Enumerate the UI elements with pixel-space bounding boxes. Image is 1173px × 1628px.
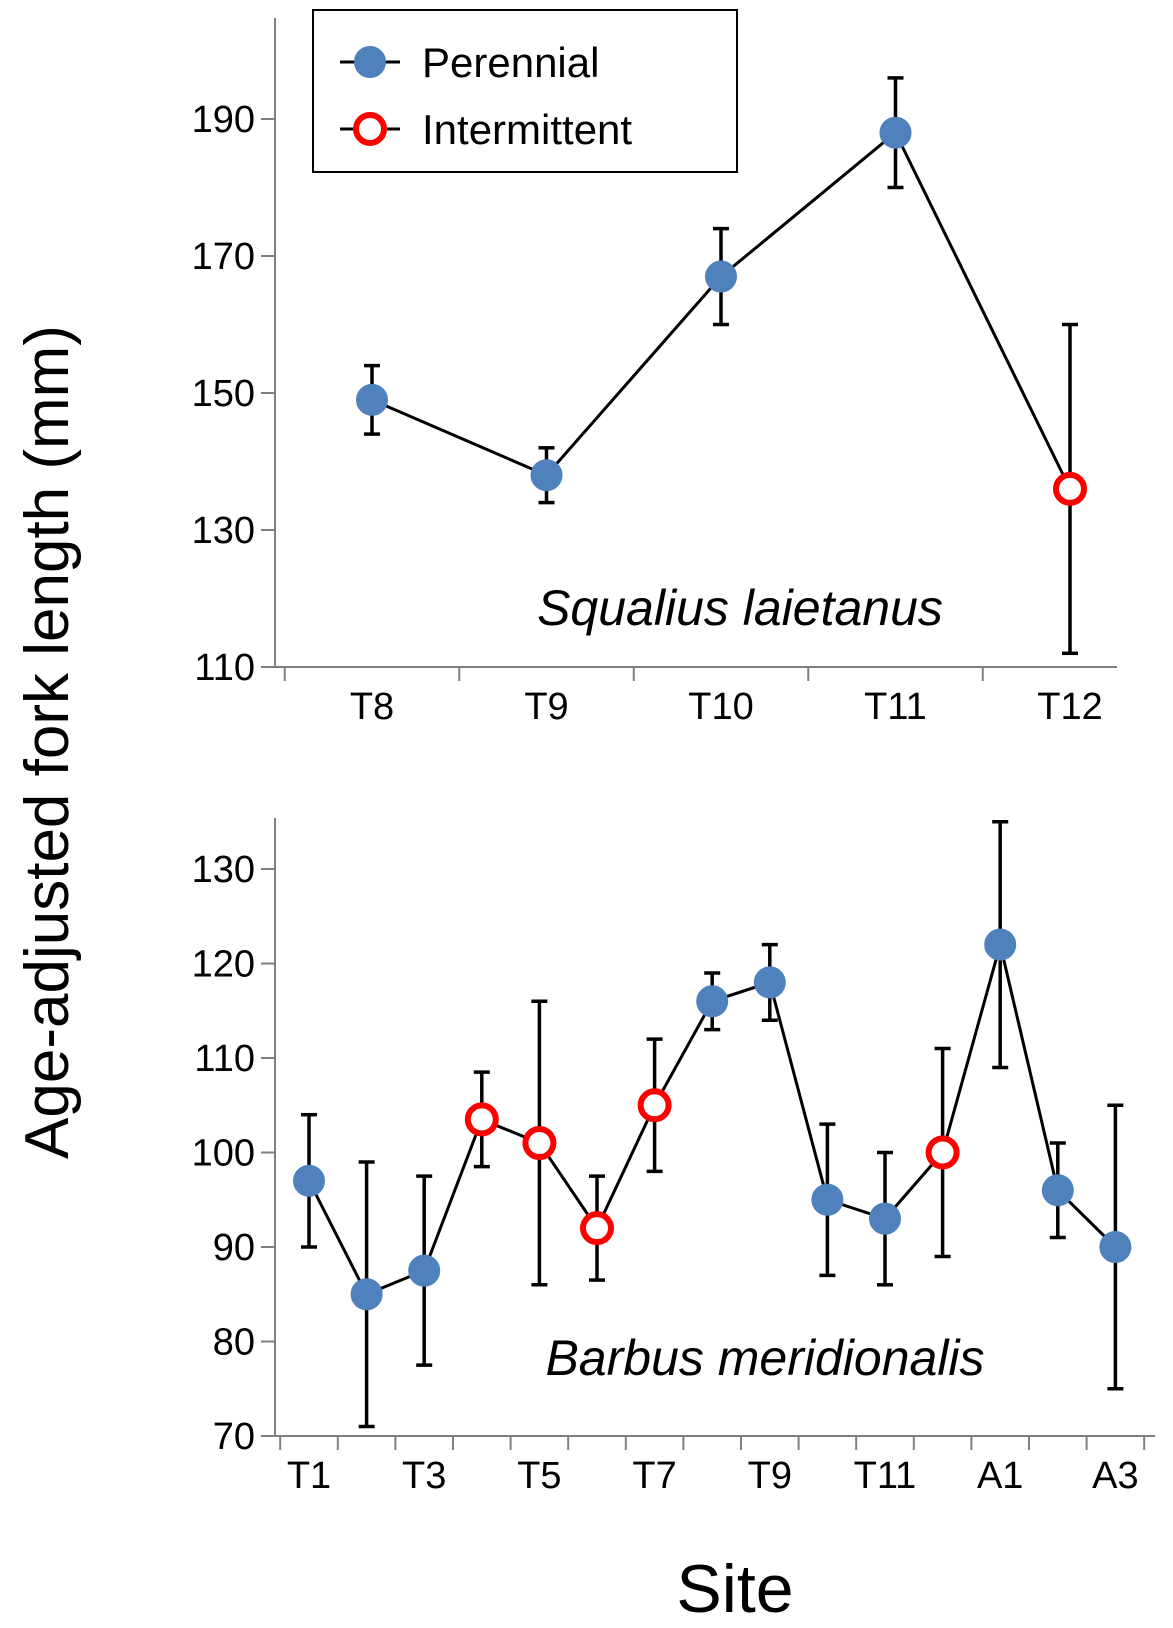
bottom-x-tick-label: T1 [287, 1455, 331, 1497]
bottom-x-tick-label: T3 [402, 1455, 446, 1497]
bottom-point-intermittent [464, 1102, 499, 1137]
top-x-tick-label: T8 [350, 686, 394, 728]
top-point-intermittent [1053, 471, 1087, 506]
top-point-perennial [356, 383, 388, 416]
bottom-x-tick-label: T11 [854, 1455, 917, 1497]
top-point-perennial [705, 260, 737, 293]
legend-label-intermittent: Intermittent [422, 106, 632, 153]
top-y-tick-label: 110 [194, 647, 255, 689]
legend-box [312, 9, 738, 173]
bottom-point-intermittent [925, 1135, 960, 1170]
bottom-y-tick-label: 100 [192, 1133, 255, 1175]
top-point-perennial [879, 116, 912, 149]
bottom-point-perennial [696, 985, 729, 1018]
bottom-x-tick-label: T7 [632, 1455, 676, 1497]
bottom-x-tick-label: T9 [748, 1455, 792, 1497]
bottom-point-perennial [293, 1164, 325, 1197]
legend-label-perennial: Perennial [422, 39, 599, 86]
panel-bottom-barbus: 70 80 90 100 110 120 130 T1 T3 T5 T7 T9 T11 A1 A3 Barbu… [192, 818, 1155, 1497]
top-x-tick-label: T9 [524, 686, 568, 728]
bottom-point-intermittent [580, 1211, 614, 1246]
bottom-point-perennial [1099, 1231, 1132, 1263]
bottom-y-tick-label: 120 [192, 944, 255, 986]
legend-marker-perennial [354, 46, 386, 78]
legend: Perennial Intermittent [312, 9, 738, 173]
top-point-perennial [530, 459, 563, 492]
bottom-point-perennial [869, 1202, 901, 1235]
legend-marker-intermittent [353, 112, 387, 146]
y-axis-label: Age-adjusted fork length (mm) [13, 325, 82, 1159]
top-x-tick-label: T11 [864, 686, 927, 728]
panel-top-squalius: 110 130 150 170 190 T8 T9 T10 T11 T12 Squalius lai… [192, 18, 1117, 728]
bottom-point-perennial [1041, 1174, 1074, 1207]
bottom-x-tick-label: T5 [517, 1455, 561, 1497]
bottom-y-tick-label: 80 [213, 1322, 255, 1364]
bottom-point-perennial [811, 1183, 844, 1216]
bottom-y-tick-label: 90 [213, 1227, 255, 1269]
bottom-x-tick-label: A3 [1092, 1455, 1138, 1497]
bottom-point-intermittent [637, 1088, 672, 1123]
top-y-tick-label: 130 [192, 510, 255, 552]
x-axis-label: Site [676, 1551, 793, 1623]
bottom-point-intermittent [522, 1126, 557, 1161]
bottom-point-perennial [984, 928, 1017, 961]
bottom-x-tick-label: A1 [977, 1455, 1023, 1497]
bottom-point-perennial [408, 1254, 441, 1287]
bottom-y-tick-label: 130 [192, 849, 255, 891]
top-x-tick-label: T10 [688, 686, 753, 728]
bottom-species-annotation: Barbus meridionalis [545, 1330, 984, 1386]
bottom-point-perennial [753, 966, 786, 999]
bottom-point-perennial [350, 1278, 383, 1311]
bottom-y-tick-label: 110 [194, 1038, 255, 1080]
top-y-tick-label: 150 [192, 373, 255, 415]
top-species-annotation: Squalius laietanus [537, 580, 943, 636]
top-y-tick-label: 190 [192, 99, 255, 141]
top-x-tick-label: T12 [1037, 686, 1102, 728]
bottom-y-tick-label: 70 [213, 1416, 255, 1458]
top-y-tick-label: 170 [192, 236, 255, 278]
